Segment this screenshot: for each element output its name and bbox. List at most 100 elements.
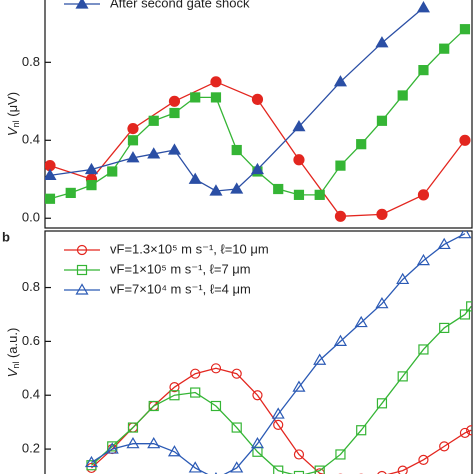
marker (417, 189, 430, 201)
marker (210, 92, 222, 103)
marker (377, 470, 387, 474)
marker (333, 334, 347, 346)
marker (418, 344, 429, 355)
marker (147, 147, 161, 159)
marker (126, 151, 140, 163)
y-tick-label: 0.6 (22, 333, 40, 348)
legend-label: vF=7×10⁴ m s⁻¹, ℓ=4 μm (110, 281, 251, 296)
marker (313, 353, 327, 365)
marker (397, 90, 408, 101)
marker (356, 425, 367, 436)
marker (376, 398, 388, 409)
marker (169, 107, 180, 119)
marker (293, 449, 305, 460)
y-tick-label: 0.8 (22, 54, 40, 69)
marker (147, 436, 161, 449)
marker (167, 143, 182, 155)
marker (210, 400, 222, 412)
series-line (49, 7, 424, 192)
marker (209, 184, 223, 196)
legend-label: After second gate shock (110, 0, 250, 10)
y-label-part: (μV) (5, 92, 20, 120)
marker (45, 193, 56, 204)
legend-marker (75, 0, 89, 9)
legend-label: vF=1×10⁵ m s⁻¹, ℓ=7 μm (110, 261, 251, 276)
legend-marker (76, 264, 88, 276)
marker (107, 441, 118, 452)
marker (168, 95, 181, 107)
marker (105, 442, 119, 454)
marker (418, 65, 429, 76)
marker (230, 461, 244, 473)
y-tick-label: 0.4 (22, 132, 40, 147)
marker (416, 1, 430, 13)
marker (65, 187, 76, 199)
marker (126, 436, 140, 449)
legend-marker (75, 283, 89, 295)
marker (127, 422, 139, 433)
y-label-part: nl (11, 120, 21, 127)
marker (251, 93, 264, 105)
marker (458, 231, 472, 239)
marker (188, 461, 202, 473)
marker (416, 253, 430, 266)
marker (252, 390, 263, 401)
marker (271, 407, 285, 419)
y-label-part: (a.u.) (5, 328, 20, 362)
marker (459, 24, 471, 35)
marker (86, 180, 97, 191)
marker (273, 465, 284, 474)
marker (418, 454, 429, 465)
marker (437, 237, 451, 250)
marker (127, 135, 139, 146)
marker (169, 390, 180, 401)
y-axis-label: Vnl (a.u.) (5, 328, 21, 378)
y-label-part: V (5, 126, 20, 136)
marker (45, 168, 57, 180)
marker (459, 427, 471, 439)
marker (250, 436, 265, 449)
plot-area (84, 231, 472, 474)
marker (375, 36, 389, 48)
marker (190, 368, 201, 379)
marker (210, 363, 222, 374)
plot-frame (44, 230, 473, 474)
marker (439, 322, 450, 334)
marker (292, 380, 306, 392)
series-line (91, 233, 466, 474)
marker (314, 189, 325, 200)
marker (459, 309, 471, 320)
legend-label: vF=1.3×10⁵ m s⁻¹, ℓ=10 μm (110, 241, 269, 256)
marker (376, 208, 388, 220)
marker (273, 183, 284, 195)
y-label-part: nl (11, 362, 21, 369)
marker (397, 371, 408, 382)
marker (250, 162, 265, 175)
marker (439, 441, 450, 452)
marker (334, 210, 347, 222)
marker (439, 43, 450, 54)
panel-label: b (2, 229, 10, 244)
y-tick-label: 0.0 (22, 210, 40, 225)
marker (466, 301, 472, 312)
marker (396, 272, 410, 285)
marker (230, 182, 244, 194)
marker (84, 162, 99, 175)
marker (107, 166, 118, 177)
marker (210, 76, 222, 88)
marker (314, 465, 325, 474)
plot-frame (44, 0, 473, 229)
marker (293, 470, 305, 474)
marker (190, 92, 201, 103)
marker (188, 172, 202, 184)
marker (333, 75, 347, 87)
y-tick-label: 0.8 (22, 279, 40, 294)
marker (335, 449, 346, 460)
marker (231, 422, 242, 433)
marker (169, 382, 180, 393)
y-axis-label: Vnl (μV) (5, 92, 21, 136)
marker (293, 154, 305, 166)
series-line (91, 305, 472, 474)
marker (466, 425, 472, 436)
